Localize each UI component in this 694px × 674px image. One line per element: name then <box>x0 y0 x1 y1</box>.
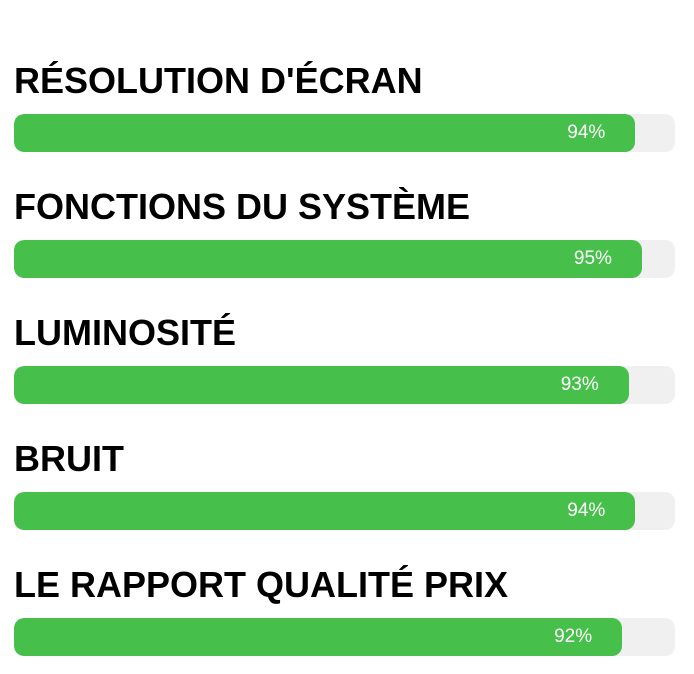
rating-label: RÉSOLUTION D'ÉCRAN <box>14 60 423 101</box>
rating-bar-fill: 94% <box>14 492 636 530</box>
rating-track: 93% <box>14 366 675 404</box>
rating-bar-fill: 95% <box>14 240 642 278</box>
rating-item: LE RAPPORT QUALITÉ PRIX 92% <box>14 566 675 656</box>
rating-track: 94% <box>14 492 675 530</box>
rating-item: LUMINOSITÉ 93% <box>14 314 675 404</box>
rating-item: BRUIT 94% <box>14 440 675 530</box>
rating-item: RÉSOLUTION D'ÉCRAN 94% <box>14 62 675 152</box>
rating-label: FONCTIONS DU SYSTÈME <box>14 186 471 227</box>
rating-track: 92% <box>14 618 675 656</box>
rating-bar-fill: 92% <box>14 618 623 656</box>
rating-percent-value: 94% <box>567 500 606 521</box>
rating-percent-value: 93% <box>560 374 599 395</box>
rating-item: FONCTIONS DU SYSTÈME 95% <box>14 188 675 278</box>
rating-label: LUMINOSITÉ <box>14 312 236 353</box>
rating-percent-value: 94% <box>567 122 606 143</box>
rating-bar-fill: 93% <box>14 366 629 404</box>
rating-percent-value: 92% <box>554 626 593 647</box>
rating-label: LE RAPPORT QUALITÉ PRIX <box>14 564 509 605</box>
rating-track: 94% <box>14 114 675 152</box>
rating-bar-fill: 94% <box>14 114 636 152</box>
rating-track: 95% <box>14 240 675 278</box>
rating-percent-value: 95% <box>573 248 612 269</box>
rating-label: BRUIT <box>14 438 124 479</box>
